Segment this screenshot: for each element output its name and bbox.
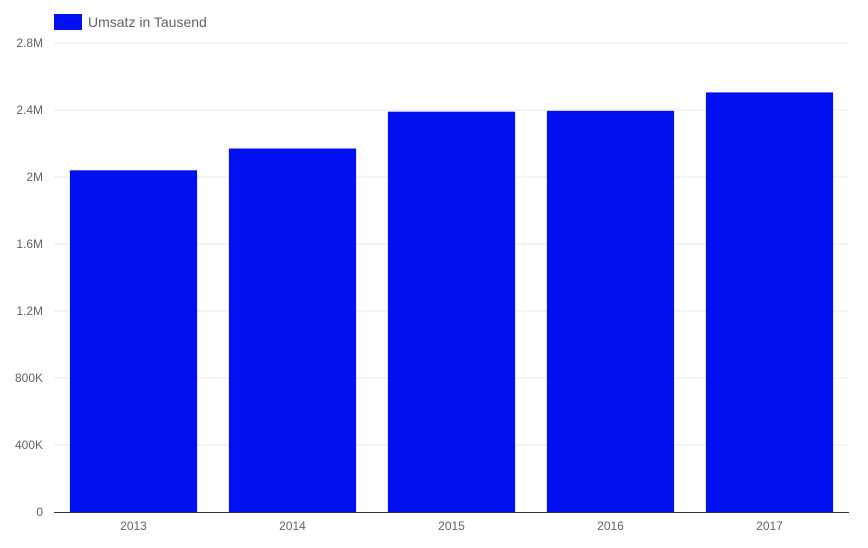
bar-2016[interactable] bbox=[546, 110, 675, 513]
y-tick-label: 400K bbox=[15, 438, 43, 452]
y-tick-label: 1.2M bbox=[16, 304, 43, 318]
y-tick-label: 2M bbox=[26, 170, 43, 184]
legend-label: Umsatz in Tausend bbox=[88, 14, 207, 30]
bar-2017[interactable] bbox=[705, 92, 834, 512]
y-tick-label: 2.4M bbox=[16, 103, 43, 117]
y-tick-label: 800K bbox=[15, 371, 43, 385]
y-tick-label: 1.6M bbox=[16, 237, 43, 251]
x-tick-label: 2015 bbox=[438, 519, 465, 533]
bar-2013[interactable] bbox=[69, 170, 198, 513]
x-tick-label: 2013 bbox=[120, 519, 147, 533]
bar-2015[interactable] bbox=[387, 111, 516, 513]
x-tick-label: 2017 bbox=[756, 519, 783, 533]
x-tick-label: 2014 bbox=[279, 519, 306, 533]
bar-2014[interactable] bbox=[228, 148, 357, 512]
y-tick-label: 0 bbox=[36, 505, 43, 519]
x-tick-label: 2016 bbox=[597, 519, 624, 533]
legend-swatch bbox=[54, 14, 82, 30]
legend[interactable]: Umsatz in Tausend bbox=[54, 13, 207, 31]
y-tick-label: 2.8M bbox=[16, 36, 43, 50]
